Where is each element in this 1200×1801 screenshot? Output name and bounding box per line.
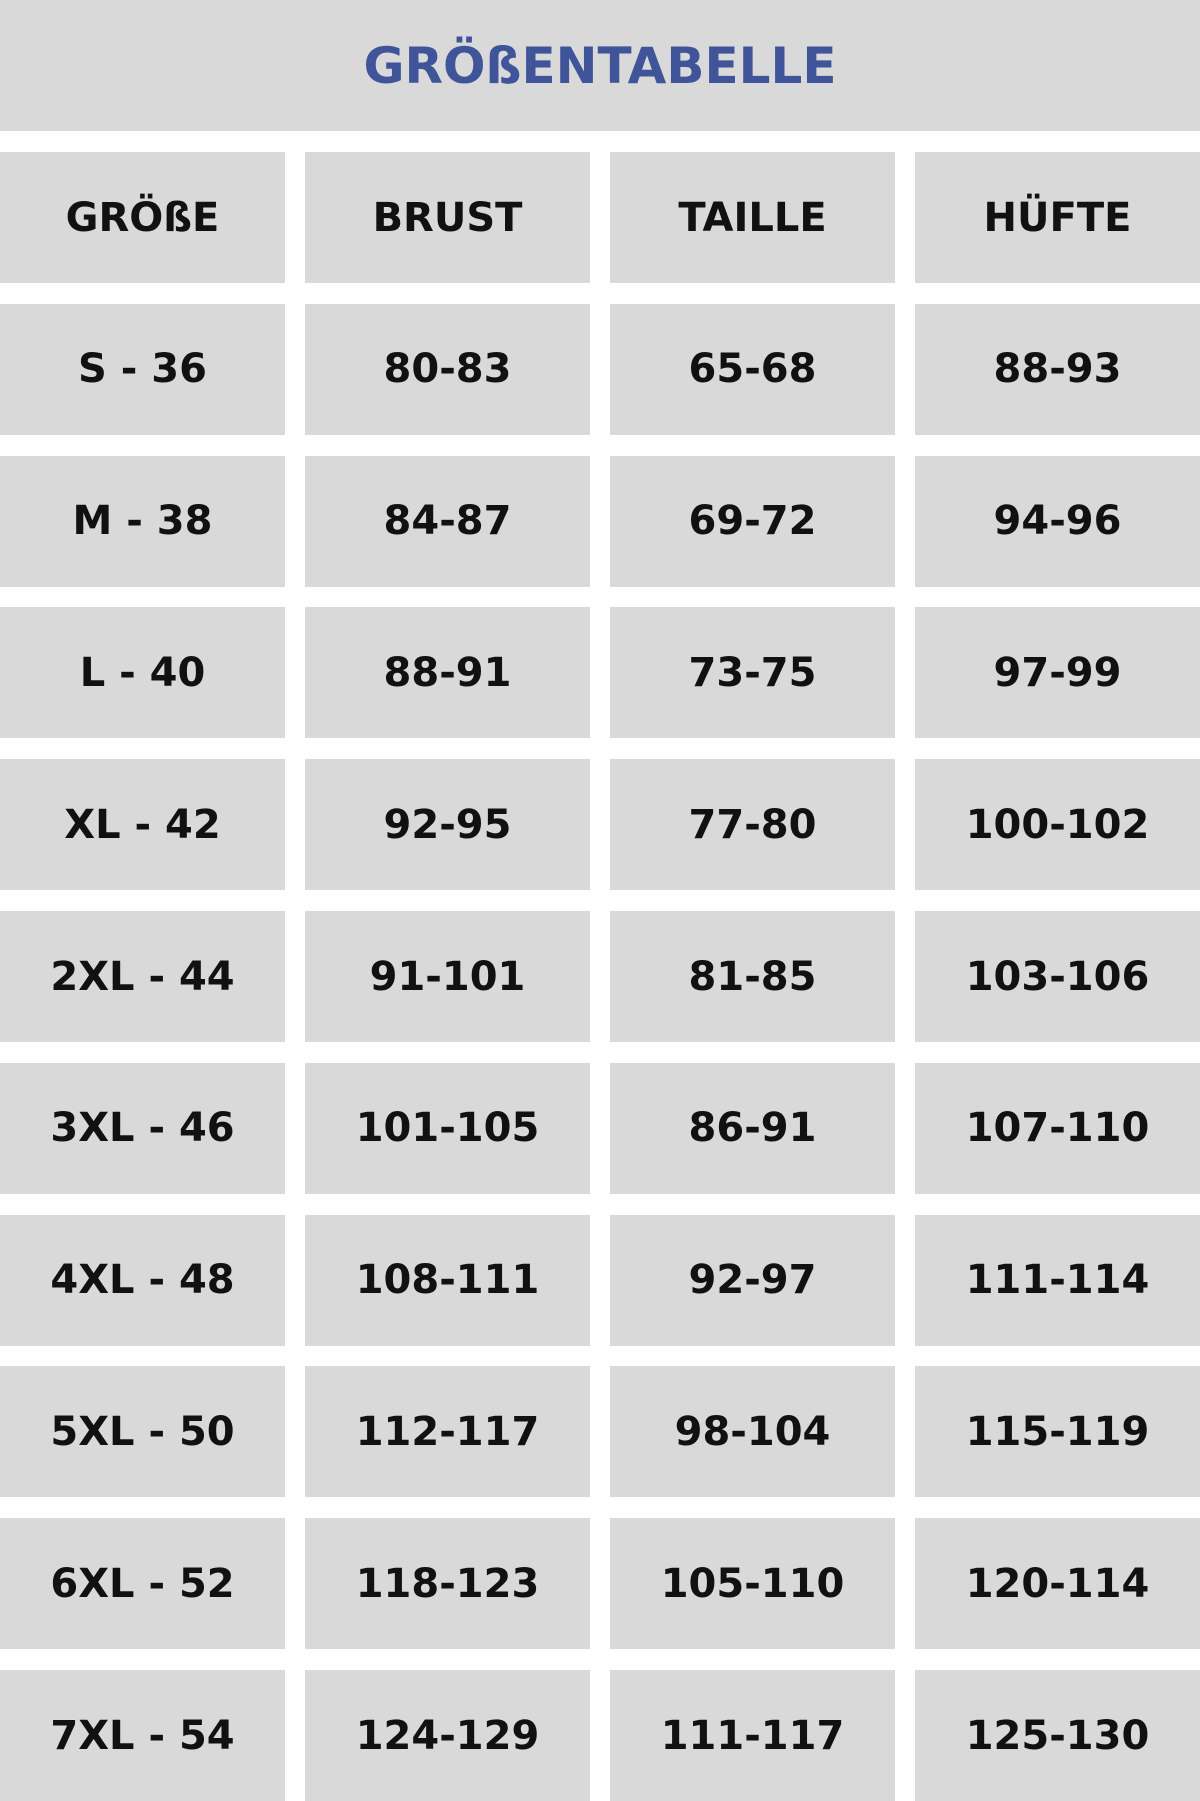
cell-size: 6XL - 52 — [0, 1518, 285, 1650]
cell-hip: 120-114 — [915, 1518, 1200, 1650]
cell-waist: 105-110 — [610, 1518, 895, 1650]
cell-waist: 65-68 — [610, 303, 895, 435]
cell-size: XL - 42 — [0, 759, 285, 891]
cell-hip: 107-110 — [915, 1062, 1200, 1194]
cell-waist: 111-117 — [610, 1670, 895, 1801]
cell-waist: 77-80 — [610, 759, 895, 891]
cell-chest: 92-95 — [305, 759, 590, 891]
table-header-row: GRÖßE BRUST TAILLE HÜFTE — [0, 152, 1200, 283]
table-row: L - 40 88-91 73-75 97-99 — [0, 607, 1200, 739]
cell-waist: 86-91 — [610, 1062, 895, 1194]
header-cell-hip: HÜFTE — [915, 152, 1200, 283]
table-row: 6XL - 52 118-123 105-110 120-114 — [0, 1518, 1200, 1650]
cell-waist: 73-75 — [610, 607, 895, 739]
cell-waist: 69-72 — [610, 455, 895, 587]
cell-chest: 88-91 — [305, 607, 590, 739]
table-row: 7XL - 54 124-129 111-117 125-130 — [0, 1670, 1200, 1801]
cell-size: 3XL - 46 — [0, 1062, 285, 1194]
cell-hip: 111-114 — [915, 1214, 1200, 1346]
cell-chest: 118-123 — [305, 1518, 590, 1650]
page-title: GRÖßENTABELLE — [363, 36, 837, 95]
cell-size: 4XL - 48 — [0, 1214, 285, 1346]
cell-chest: 124-129 — [305, 1670, 590, 1801]
cell-waist: 98-104 — [610, 1366, 895, 1498]
table-row: 4XL - 48 108-111 92-97 111-114 — [0, 1214, 1200, 1346]
cell-waist: 81-85 — [610, 911, 895, 1042]
cell-size: 7XL - 54 — [0, 1670, 285, 1801]
header-cell-size: GRÖßE — [0, 152, 285, 283]
cell-chest: 84-87 — [305, 455, 590, 587]
cell-hip: 88-93 — [915, 303, 1200, 435]
cell-waist: 92-97 — [610, 1214, 895, 1346]
cell-size: 5XL - 50 — [0, 1366, 285, 1498]
cell-hip: 100-102 — [915, 759, 1200, 891]
cell-size: S - 36 — [0, 303, 285, 435]
cell-size: L - 40 — [0, 607, 285, 739]
title-band: GRÖßENTABELLE — [0, 0, 1200, 131]
cell-chest: 112-117 — [305, 1366, 590, 1498]
header-cell-chest: BRUST — [305, 152, 590, 283]
cell-hip: 103-106 — [915, 911, 1200, 1042]
cell-chest: 80-83 — [305, 303, 590, 435]
table-row: 3XL - 46 101-105 86-91 107-110 — [0, 1062, 1200, 1194]
table-row: 2XL - 44 91-101 81-85 103-106 — [0, 911, 1200, 1042]
header-cell-waist: TAILLE — [610, 152, 895, 283]
table-row: 5XL - 50 112-117 98-104 115-119 — [0, 1366, 1200, 1498]
cell-chest: 91-101 — [305, 911, 590, 1042]
table-row: S - 36 80-83 65-68 88-93 — [0, 303, 1200, 435]
table-row: M - 38 84-87 69-72 94-96 — [0, 455, 1200, 587]
cell-hip: 115-119 — [915, 1366, 1200, 1498]
cell-size: 2XL - 44 — [0, 911, 285, 1042]
cell-chest: 108-111 — [305, 1214, 590, 1346]
cell-chest: 101-105 — [305, 1062, 590, 1194]
cell-hip: 97-99 — [915, 607, 1200, 739]
cell-size: M - 38 — [0, 455, 285, 587]
cell-hip: 125-130 — [915, 1670, 1200, 1801]
table-row: XL - 42 92-95 77-80 100-102 — [0, 759, 1200, 891]
cell-hip: 94-96 — [915, 455, 1200, 587]
